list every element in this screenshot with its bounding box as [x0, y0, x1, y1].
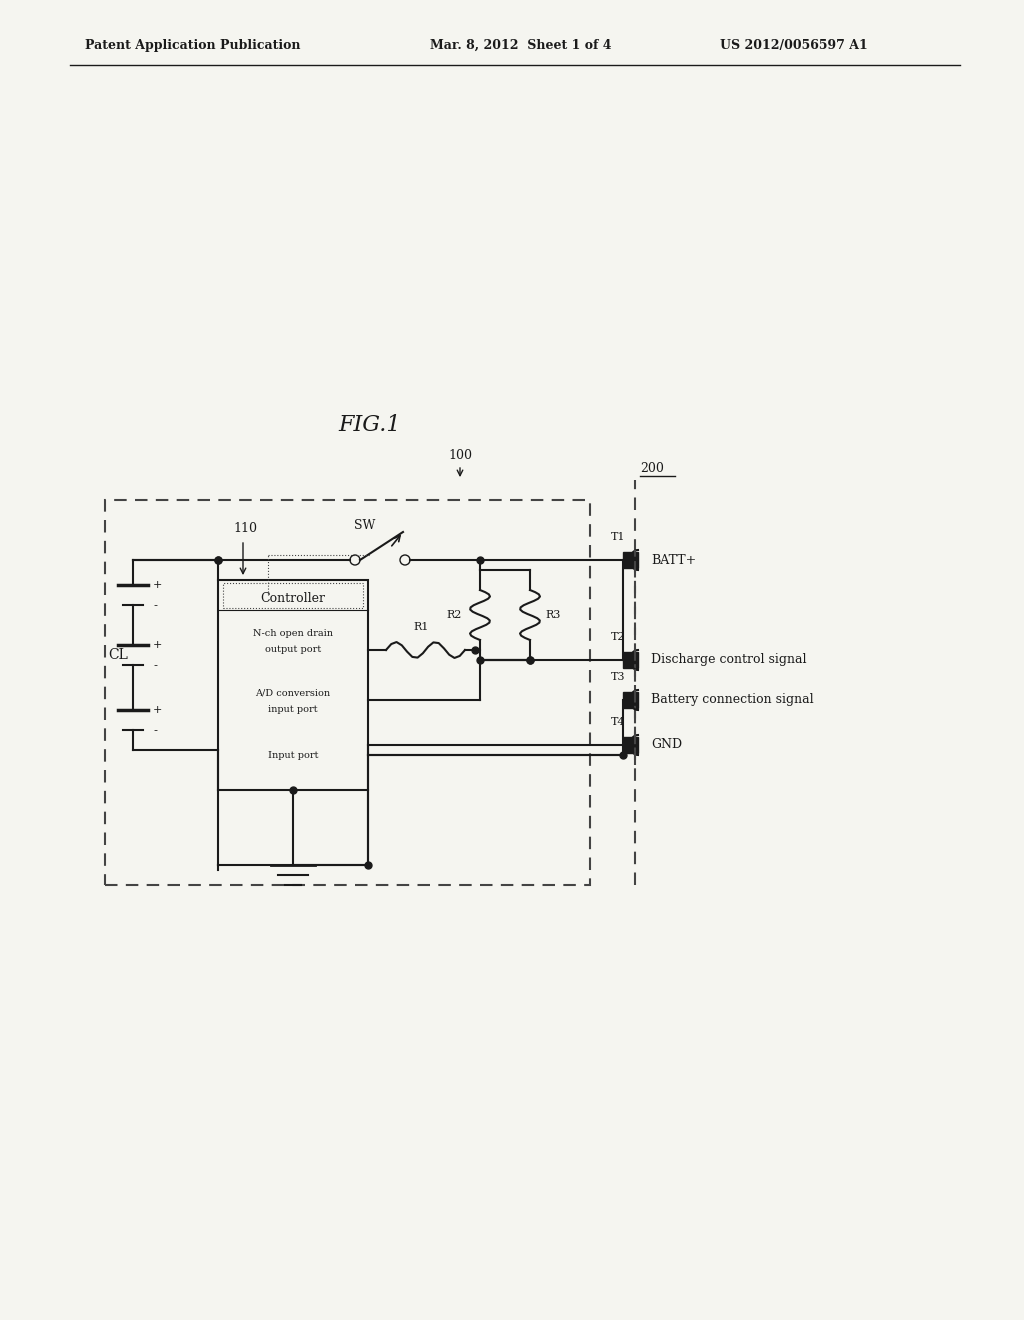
- Polygon shape: [623, 692, 638, 708]
- Text: -: -: [153, 660, 157, 671]
- Text: input port: input port: [268, 705, 317, 714]
- Text: CL: CL: [109, 648, 128, 663]
- Text: SW: SW: [354, 519, 376, 532]
- Text: US 2012/0056597 A1: US 2012/0056597 A1: [720, 38, 867, 51]
- Text: FIG.1: FIG.1: [339, 414, 401, 436]
- Text: Controller: Controller: [260, 591, 326, 605]
- Bar: [105, 500, 590, 884]
- Text: T2: T2: [610, 632, 626, 642]
- Text: R3: R3: [545, 610, 560, 620]
- Text: Mar. 8, 2012  Sheet 1 of 4: Mar. 8, 2012 Sheet 1 of 4: [430, 38, 611, 51]
- Text: 200: 200: [640, 462, 664, 475]
- Text: Battery connection signal: Battery connection signal: [651, 693, 814, 706]
- Text: output port: output port: [265, 645, 322, 655]
- Text: Discharge control signal: Discharge control signal: [651, 653, 807, 667]
- Text: T1: T1: [610, 532, 626, 543]
- Polygon shape: [623, 737, 638, 752]
- Text: T3: T3: [610, 672, 626, 682]
- Text: Patent Application Publication: Patent Application Publication: [85, 38, 300, 51]
- Text: GND: GND: [651, 738, 682, 751]
- Text: +: +: [153, 579, 163, 590]
- Text: 100: 100: [449, 449, 472, 462]
- Bar: [223, 583, 362, 609]
- Text: T4: T4: [610, 717, 626, 727]
- Text: R1: R1: [414, 622, 429, 632]
- Bar: [218, 579, 368, 789]
- Polygon shape: [623, 652, 638, 668]
- Text: 110: 110: [233, 521, 257, 535]
- Text: BATT+: BATT+: [651, 553, 696, 566]
- Text: -: -: [153, 725, 157, 735]
- Text: +: +: [153, 640, 163, 649]
- Text: Input port: Input port: [267, 751, 318, 759]
- Text: A/D conversion: A/D conversion: [255, 689, 331, 697]
- Text: +: +: [153, 705, 163, 715]
- Text: R2: R2: [446, 610, 462, 620]
- Polygon shape: [623, 552, 638, 568]
- Text: N-ch open drain: N-ch open drain: [253, 628, 333, 638]
- Text: -: -: [153, 601, 157, 610]
